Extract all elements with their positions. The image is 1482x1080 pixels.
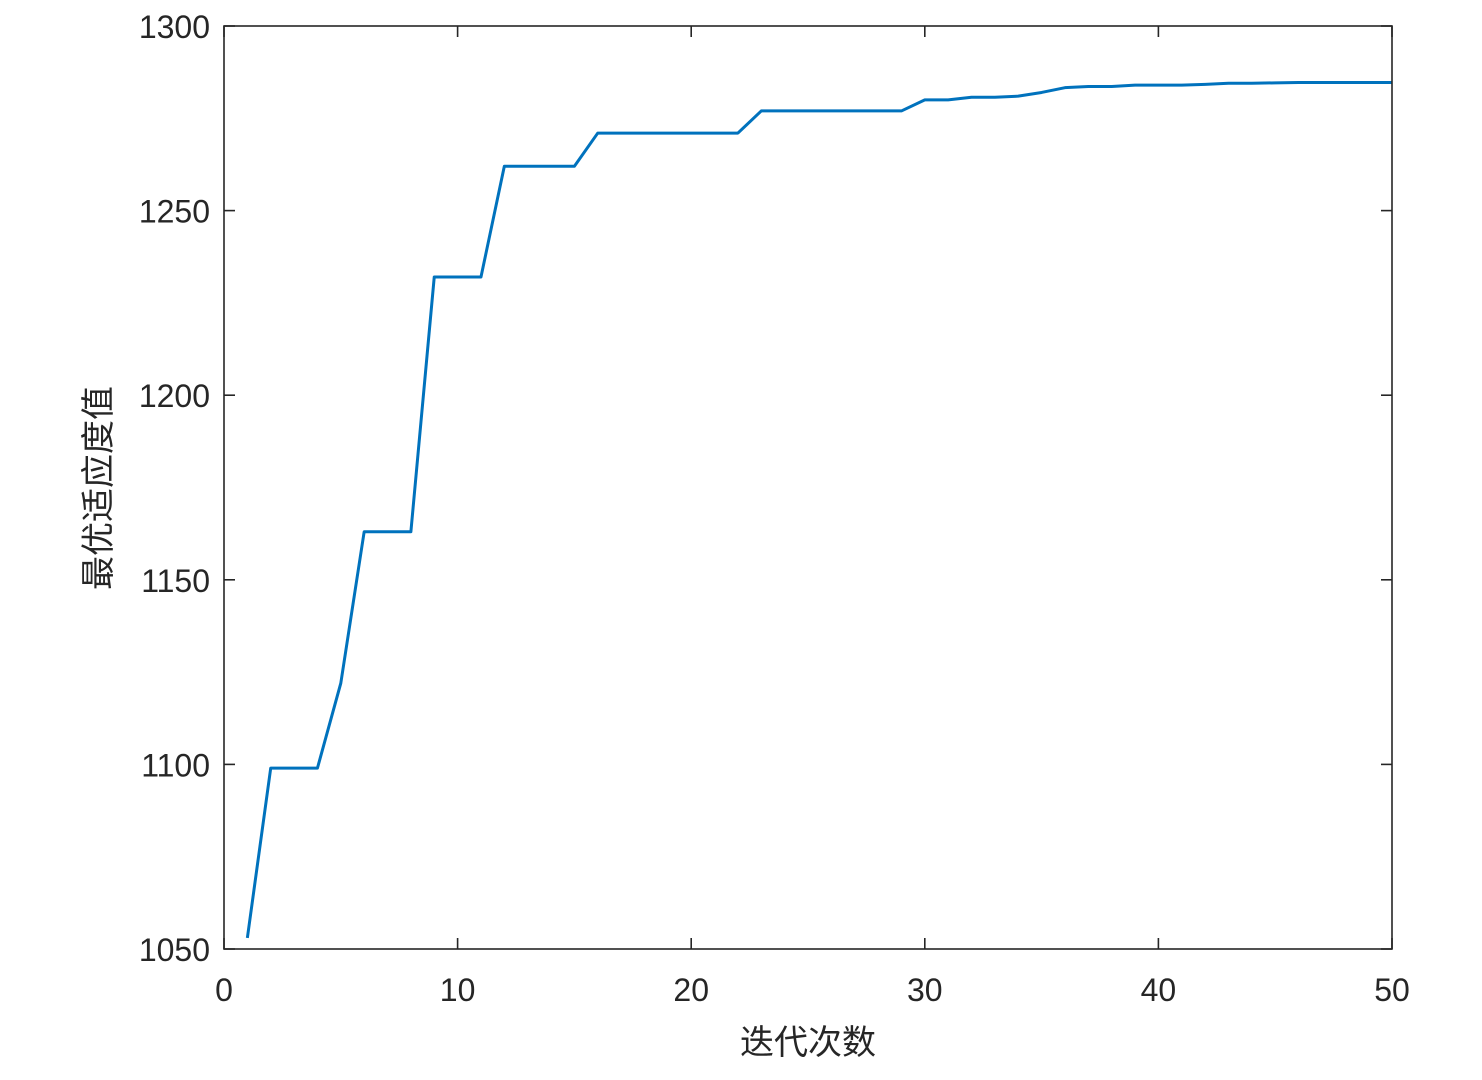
y-tick-label: 1300 xyxy=(139,9,210,45)
series-line xyxy=(245,80,1392,939)
axes-box xyxy=(223,25,1393,950)
x-tick-label: 0 xyxy=(215,972,233,1008)
x-tick-label: 30 xyxy=(907,972,943,1008)
y-tick-label: 1050 xyxy=(139,932,210,968)
x-tick-label: 50 xyxy=(1374,972,1410,1008)
y-axis-label: 最优适应度值 xyxy=(79,386,119,590)
tick-labels: 0 10 20 30 40 50 1050 1100 1150 1200 1250 1300 xyxy=(139,9,1410,1008)
y-tick-label: 1150 xyxy=(141,563,210,599)
x-tick-label: 40 xyxy=(1141,972,1177,1008)
y-tick-label: 1250 xyxy=(139,194,210,230)
x-tick-label: 20 xyxy=(673,972,709,1008)
x-tick-label: 10 xyxy=(440,972,476,1008)
y-tick-label: 1200 xyxy=(139,378,210,414)
plot-area xyxy=(224,26,1392,949)
y-tick-label: 1100 xyxy=(141,747,210,783)
x-axis-label: 迭代次数 xyxy=(740,1023,876,1063)
